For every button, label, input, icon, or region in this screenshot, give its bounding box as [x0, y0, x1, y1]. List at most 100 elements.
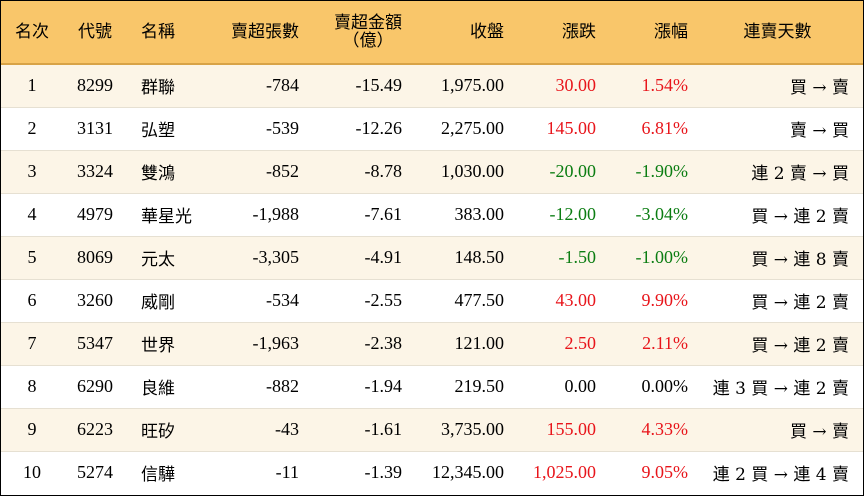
header-sell-amount-label: 賣超金額 （億）	[334, 14, 402, 50]
table-row: 3 3324 雙鴻 -852 -8.78 1,030.00 -20.00 -1.90% 連 2 …	[1, 150, 863, 193]
header-sell-amount-line2: （億）	[342, 31, 394, 51]
cell-rank: 3	[27, 161, 37, 181]
cell-sell-amount: -2.38	[364, 333, 403, 353]
cell-sell-amount: -4.91	[364, 247, 403, 267]
cell-name: 華星光	[141, 207, 192, 227]
cell-sell-amount: -12.26	[355, 118, 403, 138]
cell-code: 5274	[77, 462, 113, 483]
cell-pct: -1.00%	[635, 247, 689, 267]
cell-sell-shares: -3,305	[252, 247, 300, 267]
cell-pct: 6.81%	[641, 118, 689, 138]
header-sell-amount-line1: 賣超金額	[334, 13, 402, 33]
cell-rank: 10	[23, 462, 41, 483]
cell-close: 121.00	[454, 333, 505, 353]
cell-change: 0.00	[564, 376, 597, 396]
cell-close: 1,030.00	[441, 161, 504, 181]
cell-days: 買 → 連 2 賣	[751, 207, 849, 227]
cell-days: 買 → 連 2 賣	[751, 293, 849, 313]
table-row: 7 5347 世界 -1,963 -2.38 121.00 2.50 2.11% 買 → 連 2…	[1, 322, 863, 365]
cell-sell-amount: -1.39	[364, 462, 403, 483]
cell-change: -20.00	[549, 161, 597, 181]
cell-days: 賣 → 買	[789, 121, 849, 141]
cell-change: -1.50	[558, 247, 597, 267]
cell-rank: 5	[27, 247, 37, 267]
cell-name: 群聯	[141, 78, 175, 99]
cell-close: 219.50	[454, 376, 505, 396]
cell-close: 383.00	[454, 204, 505, 224]
cell-name: 世界	[141, 336, 175, 356]
cell-days: 買 → 連 8 賣	[751, 250, 849, 270]
table-row: 5 8069 元太 -3,305 -4.91 148.50 -1.50 -1.00% 買 → 連…	[1, 236, 863, 279]
cell-days: 連 2 賣 → 買	[751, 164, 849, 184]
cell-name: 威剛	[141, 293, 175, 313]
cell-rank: 8	[27, 376, 37, 396]
cell-close: 2,275.00	[441, 118, 504, 138]
cell-sell-amount: -15.49	[355, 75, 403, 96]
cell-code: 3131	[77, 118, 113, 138]
cell-rank: 4	[27, 204, 37, 224]
cell-code: 3260	[77, 290, 113, 310]
cell-sell-amount: -7.61	[364, 204, 403, 224]
cell-days: 連 3 買 → 連 2 賣	[712, 379, 849, 399]
header-code: 代號	[78, 22, 112, 42]
cell-days: 連 2 買 → 連 4 賣	[712, 465, 849, 486]
table-row: 6 3260 威剛 -534 -2.55 477.50 43.00 9.90% 買 → 連 2 …	[1, 279, 863, 322]
header-close: 收盤	[470, 22, 504, 42]
cell-pct: -1.90%	[635, 161, 689, 181]
cell-code: 8299	[77, 75, 113, 96]
cell-sell-amount: -1.94	[364, 376, 403, 396]
header-days: 連賣天數	[743, 22, 812, 42]
cell-rank: 1	[27, 75, 37, 96]
cell-change: 145.00	[546, 118, 597, 138]
cell-close: 477.50	[454, 290, 505, 310]
cell-name: 信驊	[141, 465, 175, 486]
cell-pct: 2.11%	[642, 333, 688, 353]
cell-name: 旺矽	[141, 422, 175, 442]
cell-pct: 4.33%	[641, 419, 689, 439]
header-change: 漲跌	[562, 22, 596, 42]
cell-days: 買 → 賣	[789, 78, 849, 99]
header-rank: 名次	[15, 22, 49, 42]
cell-change: 43.00	[555, 290, 597, 310]
header-sell-amount: 賣超金額 （億）	[302, 1, 408, 64]
cell-sell-shares: -1,963	[252, 333, 300, 353]
table-row: 8 6290 良維 -882 -1.94 219.50 0.00 0.00% 連 3 買 → 連…	[1, 365, 863, 408]
table-row: 1 8299 群聯 -784 -15.49 1,975.00 30.00 1.54% 買 → 賣	[1, 64, 863, 107]
cell-close: 148.50	[454, 247, 505, 267]
table-header-row: 名次 代號 名稱 賣超張數 賣超金額 （億） 收盤 漲跌 漲幅 連賣天數	[1, 1, 863, 64]
cell-name: 良維	[141, 379, 175, 399]
cell-pct: 9.05%	[641, 462, 689, 483]
cell-code: 8069	[77, 247, 113, 267]
cell-sell-shares: -1,988	[252, 204, 300, 224]
cell-sell-amount: -2.55	[364, 290, 403, 310]
cell-code: 6290	[77, 376, 113, 396]
cell-code: 6223	[77, 419, 113, 439]
cell-sell-shares: -852	[266, 161, 299, 181]
table-row: 10 5274 信驊 -11 -1.39 12,345.00 1,025.00 9.05% 連 …	[1, 451, 863, 494]
cell-change: -12.00	[549, 204, 597, 224]
cell-change: 155.00	[546, 419, 597, 439]
cell-close: 3,735.00	[441, 419, 504, 439]
cell-pct: -3.04%	[635, 204, 689, 224]
cell-name: 弘塑	[141, 121, 175, 141]
cell-close: 12,345.00	[432, 462, 504, 483]
cell-rank: 9	[27, 419, 37, 439]
cell-rank: 6	[27, 290, 37, 310]
cell-rank: 2	[27, 118, 37, 138]
header-sell-shares: 賣超張數	[231, 22, 299, 42]
cell-rank: 7	[27, 333, 37, 353]
cell-sell-shares: -784	[266, 75, 299, 96]
cell-pct: 0.00%	[641, 376, 689, 396]
cell-sell-shares: -534	[266, 290, 299, 310]
cell-sell-shares: -11	[275, 462, 299, 483]
cell-change: 2.50	[564, 333, 597, 353]
table-row: 4 4979 華星光 -1,988 -7.61 383.00 -12.00 -3.04% 買 →…	[1, 193, 863, 236]
header-name: 名稱	[141, 22, 175, 42]
cell-sell-amount: -8.78	[364, 161, 403, 181]
cell-change: 30.00	[555, 75, 597, 96]
cell-name: 雙鴻	[141, 164, 175, 184]
table-row: 2 3131 弘塑 -539 -12.26 2,275.00 145.00 6.81% 賣 → …	[1, 107, 863, 150]
cell-days: 買 → 賣	[789, 422, 849, 442]
